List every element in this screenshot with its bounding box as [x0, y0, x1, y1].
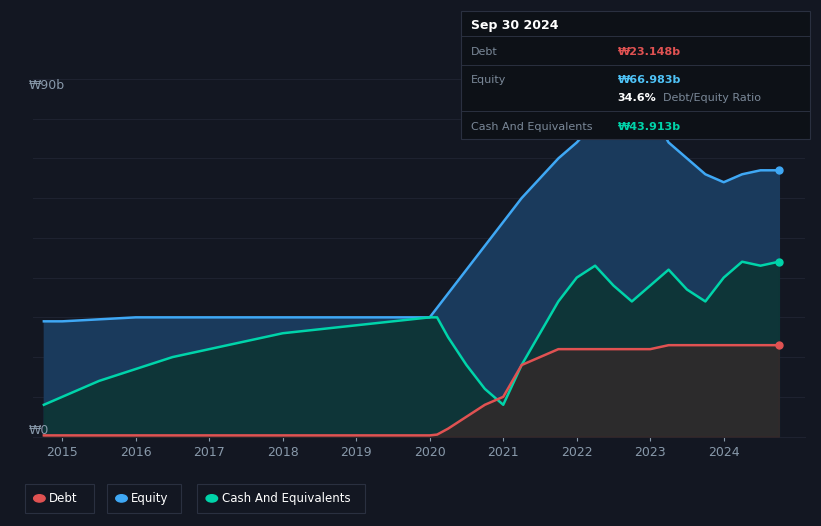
- Text: ₩66.983b: ₩66.983b: [617, 75, 681, 85]
- Text: Sep 30 2024: Sep 30 2024: [471, 19, 559, 33]
- Text: Cash And Equivalents: Cash And Equivalents: [471, 122, 593, 132]
- Text: ₩0: ₩0: [29, 423, 49, 437]
- Text: Equity: Equity: [471, 75, 507, 85]
- Text: Debt: Debt: [471, 47, 498, 57]
- Text: Equity: Equity: [131, 492, 169, 505]
- Text: ₩43.913b: ₩43.913b: [617, 122, 681, 132]
- Text: Cash And Equivalents: Cash And Equivalents: [222, 492, 351, 505]
- Text: ₩90b: ₩90b: [29, 79, 65, 92]
- Text: Debt/Equity Ratio: Debt/Equity Ratio: [663, 93, 760, 103]
- Text: Debt: Debt: [49, 492, 78, 505]
- Text: ₩23.148b: ₩23.148b: [617, 47, 681, 57]
- Text: 34.6%: 34.6%: [617, 93, 656, 103]
